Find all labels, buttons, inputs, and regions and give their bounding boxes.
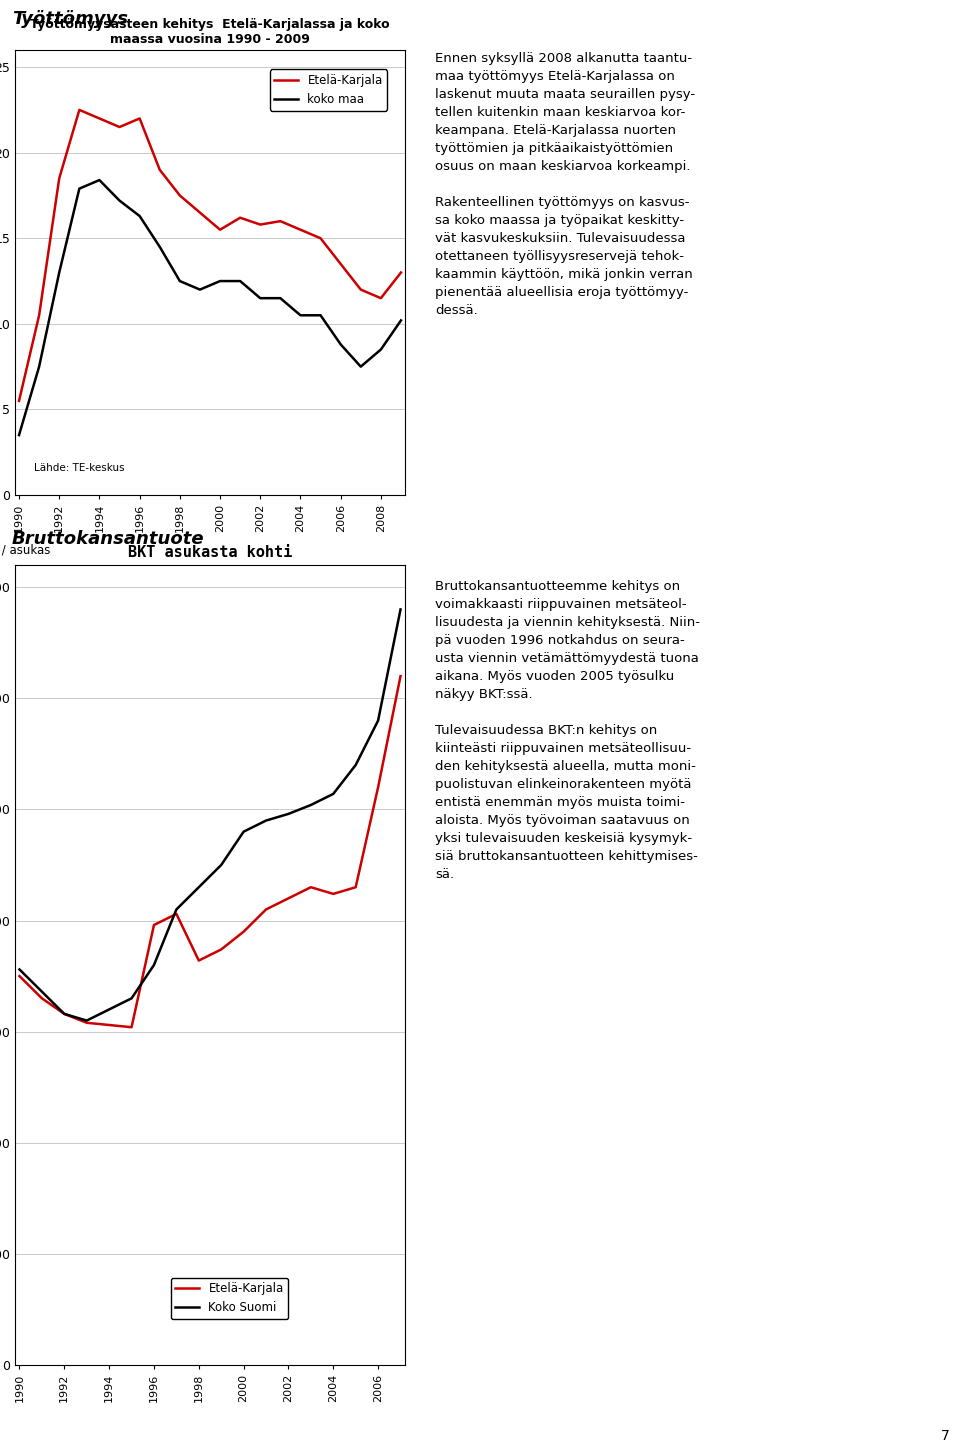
Etelä-Karjala — [295, 221, 306, 238]
Koko Suomi — [215, 856, 227, 874]
koko maa — [375, 341, 387, 358]
Etelä-Karjala — [174, 187, 185, 205]
koko maa — [214, 273, 226, 290]
Etelä-Karjala — [372, 779, 384, 797]
Etelä-Karjala — [238, 923, 250, 940]
Etelä-Karjala — [315, 229, 326, 247]
Etelä-Karjala — [234, 209, 246, 226]
Text: 7: 7 — [941, 1429, 950, 1442]
Etelä-Karjala — [74, 102, 85, 119]
Text: Euroa / asukas: Euroa / asukas — [0, 544, 51, 557]
Legend: Etelä-Karjala, Koko Suomi: Etelä-Karjala, Koko Suomi — [171, 1278, 288, 1319]
koko maa — [54, 264, 65, 281]
Koko Suomi — [327, 785, 339, 802]
koko maa — [133, 207, 145, 225]
Etelä-Karjala — [395, 667, 406, 685]
Koko Suomi — [305, 797, 317, 814]
Etelä-Karjala — [104, 1016, 115, 1033]
Etelä-Karjala — [194, 205, 205, 222]
koko maa — [295, 306, 306, 324]
Etelä-Karjala — [275, 212, 286, 229]
Etelä-Karjala — [13, 968, 25, 985]
Text: Lähde: TE-keskus: Lähde: TE-keskus — [35, 463, 125, 473]
koko maa — [355, 358, 367, 376]
Koko Suomi — [59, 1006, 70, 1023]
koko maa — [174, 273, 185, 290]
Line: Etelä-Karjala: Etelä-Karjala — [19, 676, 400, 1027]
Etelä-Karjala — [126, 1019, 137, 1036]
Etelä-Karjala — [396, 264, 407, 281]
Etelä-Karjala — [36, 990, 48, 1007]
Etelä-Karjala — [81, 1014, 92, 1032]
Etelä-Karjala — [94, 110, 106, 128]
Etelä-Karjala — [54, 170, 65, 187]
Koko Suomi — [395, 601, 406, 618]
Etelä-Karjala — [260, 901, 272, 918]
Koko Suomi — [282, 805, 294, 823]
Text: Ennen syksyllä 2008 alkanutta taantu-
maa työttömyys Etelä-Karjalassa on
laskenu: Ennen syksyllä 2008 alkanutta taantu- ma… — [435, 52, 695, 316]
Etelä-Karjala — [34, 306, 45, 324]
Etelä-Karjala — [215, 940, 227, 958]
Koko Suomi — [171, 901, 182, 918]
Koko Suomi — [350, 756, 362, 773]
Line: koko maa: koko maa — [19, 180, 401, 435]
Etelä-Karjala — [327, 885, 339, 903]
Etelä-Karjala — [254, 216, 266, 234]
koko maa — [335, 335, 347, 353]
Etelä-Karjala — [335, 255, 347, 273]
koko maa — [94, 171, 106, 189]
Etelä-Karjala — [350, 878, 362, 895]
Koko Suomi — [104, 1001, 115, 1019]
koko maa — [396, 312, 407, 329]
koko maa — [194, 281, 205, 299]
Text: Bruttokansantuote: Bruttokansantuote — [12, 530, 204, 548]
koko maa — [254, 289, 266, 306]
Text: Bruttokansantuotteemme kehitys on
voimakkaasti riippuvainen metsäteol-
lisuudest: Bruttokansantuotteemme kehitys on voimak… — [435, 580, 700, 881]
koko maa — [114, 192, 126, 209]
Koko Suomi — [126, 990, 137, 1007]
Etelä-Karjala — [355, 281, 367, 299]
koko maa — [275, 289, 286, 306]
Etelä-Karjala — [154, 161, 165, 178]
Etelä-Karjala — [171, 905, 182, 923]
Koko Suomi — [193, 878, 204, 895]
koko maa — [34, 358, 45, 376]
Line: Etelä-Karjala: Etelä-Karjala — [19, 110, 401, 400]
koko maa — [74, 180, 85, 197]
Etelä-Karjala — [13, 392, 25, 409]
Etelä-Karjala — [114, 119, 126, 136]
Koko Suomi — [148, 956, 159, 974]
Etelä-Karjala — [59, 1006, 70, 1023]
Koko Suomi — [36, 982, 48, 1000]
Title: BKT asukasta kohti: BKT asukasta kohti — [128, 544, 292, 560]
Koko Suomi — [238, 823, 250, 840]
koko maa — [154, 238, 165, 255]
Etelä-Karjala — [375, 289, 387, 306]
Legend: Etelä-Karjala, koko maa: Etelä-Karjala, koko maa — [270, 70, 388, 110]
Koko Suomi — [13, 961, 25, 978]
Etelä-Karjala — [305, 878, 317, 895]
Title: Työttömyysasteen kehitys  Etelä-Karjalassa ja koko
maassa vuosina 1990 - 2009: Työttömyysasteen kehitys Etelä-Karjalass… — [30, 17, 390, 46]
Etelä-Karjala — [193, 952, 204, 969]
Etelä-Karjala — [214, 221, 226, 238]
Etelä-Karjala — [148, 916, 159, 933]
Koko Suomi — [81, 1011, 92, 1029]
koko maa — [13, 427, 25, 444]
Etelä-Karjala — [282, 889, 294, 907]
koko maa — [234, 273, 246, 290]
Koko Suomi — [260, 813, 272, 830]
Etelä-Karjala — [133, 110, 145, 128]
Line: Koko Suomi: Koko Suomi — [19, 609, 400, 1020]
Text: Työttömyys: Työttömyys — [12, 10, 128, 28]
Koko Suomi — [372, 712, 384, 730]
koko maa — [315, 306, 326, 324]
